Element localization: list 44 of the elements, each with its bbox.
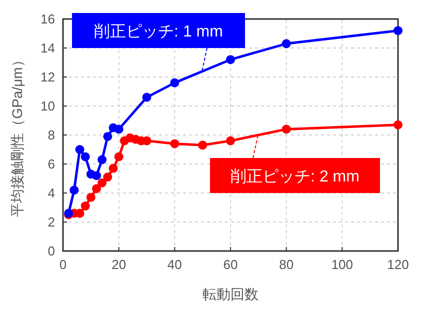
point	[70, 186, 79, 195]
x-tick-label: 80	[279, 257, 294, 272]
x-tick-label: 20	[112, 257, 126, 272]
point	[282, 124, 291, 134]
x-tick-label: 100	[331, 257, 354, 272]
point	[394, 26, 402, 36]
point	[170, 78, 180, 88]
point	[86, 192, 96, 202]
y-axis-title: 平均接触剛性（GPa/μm）	[9, 53, 25, 217]
y-tick-label: 16	[40, 12, 55, 26]
point	[108, 164, 118, 173]
point	[114, 152, 124, 162]
point	[142, 92, 152, 102]
y-tick-label: 6	[48, 156, 55, 172]
point	[170, 139, 180, 148]
series-label: 削正ピッチ: 1 mm	[94, 22, 223, 40]
point	[103, 172, 112, 182]
x-axis-title: 転動回数	[202, 286, 258, 302]
point	[114, 124, 124, 134]
point	[98, 155, 107, 164]
point	[80, 152, 90, 162]
x-tick-label: 60	[223, 257, 238, 272]
point	[198, 140, 208, 150]
point	[92, 184, 101, 194]
point	[75, 145, 84, 154]
point	[226, 55, 235, 64]
y-tick-label: 12	[40, 70, 55, 84]
x-tick-label: 120	[387, 257, 409, 272]
point	[80, 202, 90, 211]
y-tick-label: 4	[48, 186, 55, 200]
x-tick-label: 40	[167, 257, 182, 272]
y-tick-label: 10	[40, 98, 55, 114]
point	[103, 132, 112, 141]
legend-label: 削正ピッチ: 2 mm	[230, 168, 360, 186]
y-tick-label: 2	[48, 214, 55, 230]
point	[226, 136, 235, 146]
y-tick-label: 8	[48, 128, 55, 142]
point	[282, 39, 291, 48]
point	[394, 120, 402, 130]
x-tick-label: 0	[59, 257, 67, 272]
y-tick-label: 14	[40, 40, 55, 56]
point	[98, 178, 107, 188]
point	[92, 171, 101, 180]
y-tick-label: 0	[48, 244, 55, 258]
